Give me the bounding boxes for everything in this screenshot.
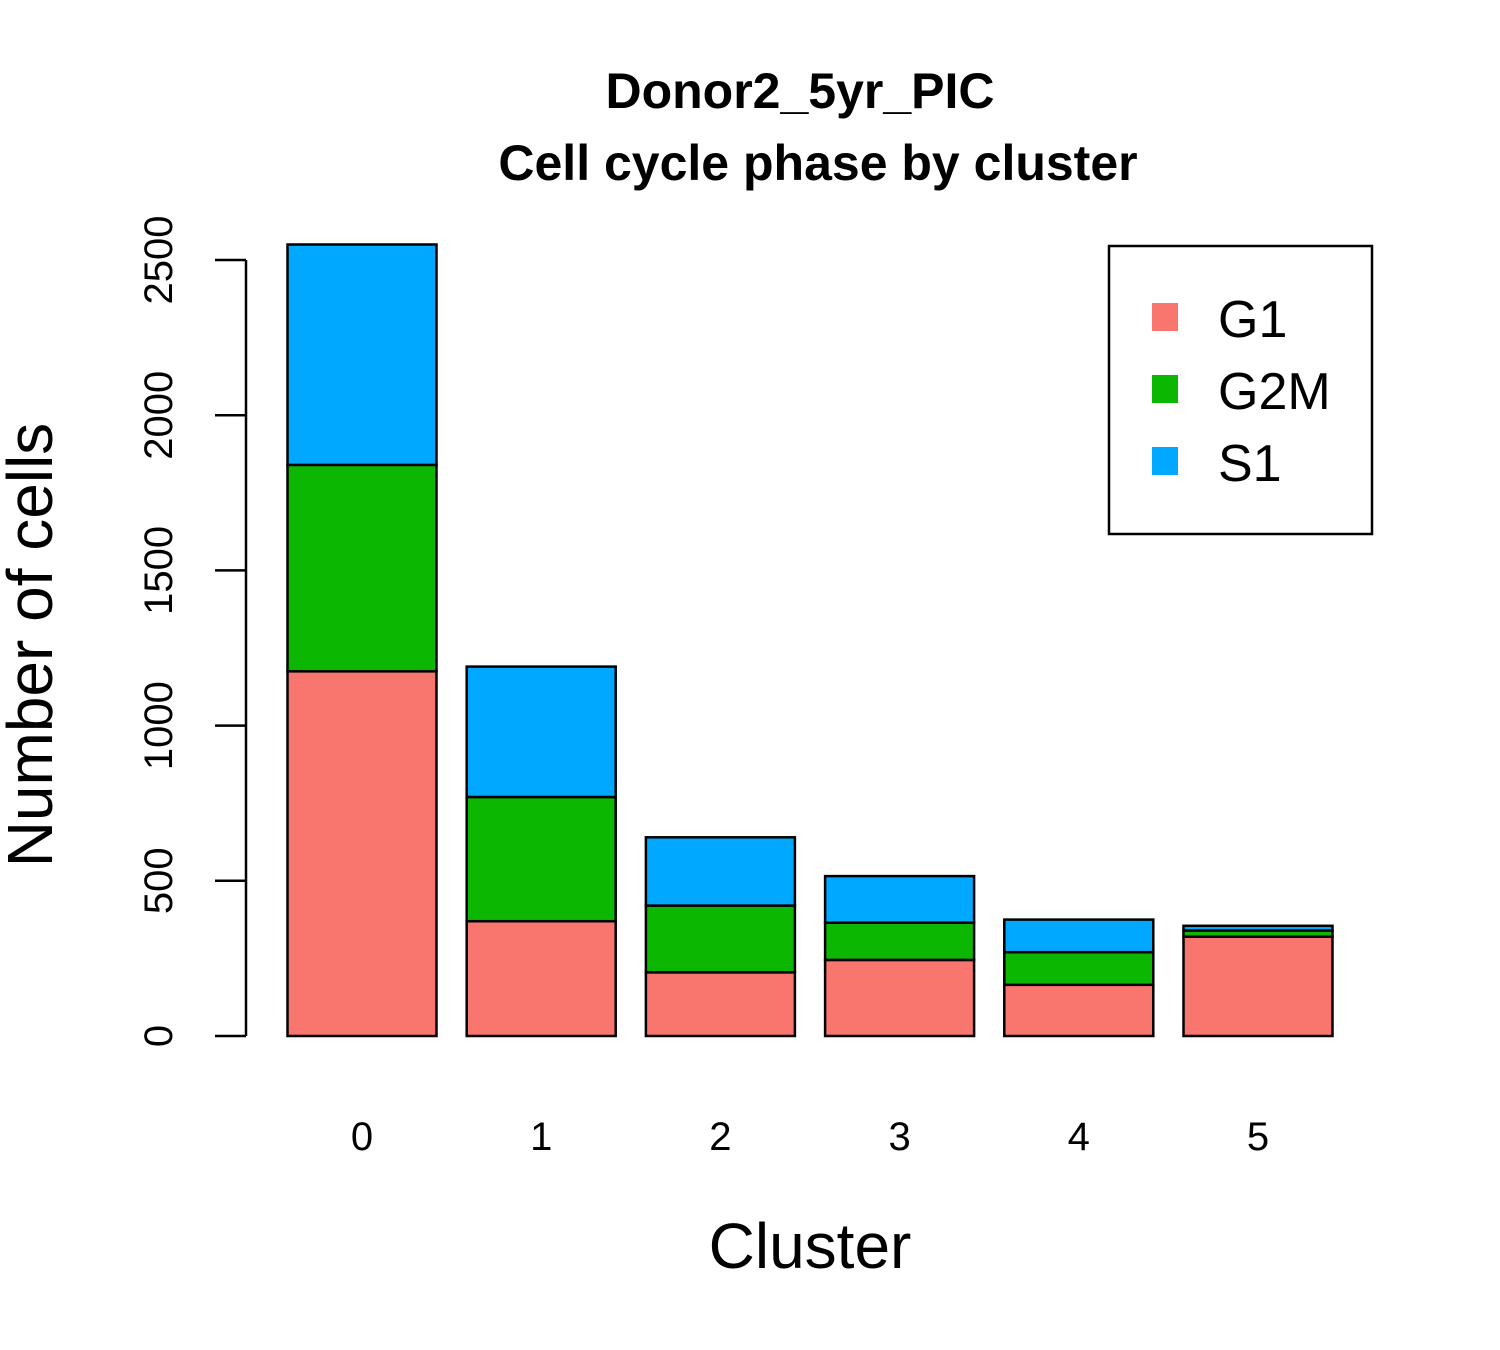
legend-label-s1: S1 <box>1218 435 1282 493</box>
y-tick-label-0: 0 <box>137 1025 181 1047</box>
x-tick-label-1: 1 <box>530 1115 552 1159</box>
legend-label-g2m: G2M <box>1218 363 1331 421</box>
bar-4-g2m <box>1003 950 1155 987</box>
x-tick-label-5: 5 <box>1247 1115 1269 1159</box>
bar-5-s1 <box>1182 924 1334 932</box>
bar-3-g1 <box>823 958 976 1038</box>
x-axis-label: Cluster <box>709 1210 912 1282</box>
chart-subtitle: Cell cycle phase by cluster <box>498 135 1137 191</box>
bar-3-s1 <box>823 874 976 924</box>
legend-swatch-g2m <box>1152 375 1178 403</box>
bar-2-s1 <box>644 836 797 907</box>
bar-0-g2m <box>286 463 438 673</box>
y-tick-label-500: 500 <box>137 847 181 914</box>
legend-items: G1 G2M S1 <box>1152 291 1331 493</box>
bar-0-s1 <box>286 243 438 467</box>
y-tick-label-2500: 2500 <box>137 216 181 305</box>
legend-swatch-g1 <box>1152 303 1178 331</box>
legend: G1 G2M S1 <box>1107 244 1374 536</box>
x-tick-label-0: 0 <box>351 1115 373 1159</box>
x-axis: 0 1 2 3 4 5 <box>351 1115 1269 1159</box>
x-tick-label-4: 4 <box>1068 1115 1090 1159</box>
bar-2-g1 <box>644 971 797 1038</box>
x-tick-label-3: 3 <box>888 1115 910 1159</box>
bar-4-s1 <box>1003 918 1155 954</box>
bar-1-s1 <box>465 665 617 799</box>
y-axis: 0 500 1000 1500 2000 2500 <box>137 216 248 1047</box>
bar-1-g2m <box>465 795 617 923</box>
y-tick-label-1000: 1000 <box>137 681 181 770</box>
bar-0-g1 <box>286 670 438 1038</box>
y-axis-label: Number of cells <box>0 423 66 868</box>
bar-2-g2m <box>644 904 797 974</box>
y-tick-label-1500: 1500 <box>137 526 181 615</box>
bar-4-g1 <box>1003 983 1155 1038</box>
legend-swatch-s1 <box>1152 447 1178 475</box>
bars-layer <box>286 243 1334 1038</box>
bar-3-g2m <box>823 921 976 962</box>
legend-box <box>1107 244 1374 536</box>
bar-5-g1 <box>1182 935 1334 1038</box>
x-tick-label-2: 2 <box>709 1115 731 1159</box>
legend-label-g1: G1 <box>1218 291 1287 349</box>
bar-1-g1 <box>465 919 617 1038</box>
y-tick-label-2000: 2000 <box>137 371 181 460</box>
chart-title: Donor2_5yr_PIC <box>605 63 994 119</box>
